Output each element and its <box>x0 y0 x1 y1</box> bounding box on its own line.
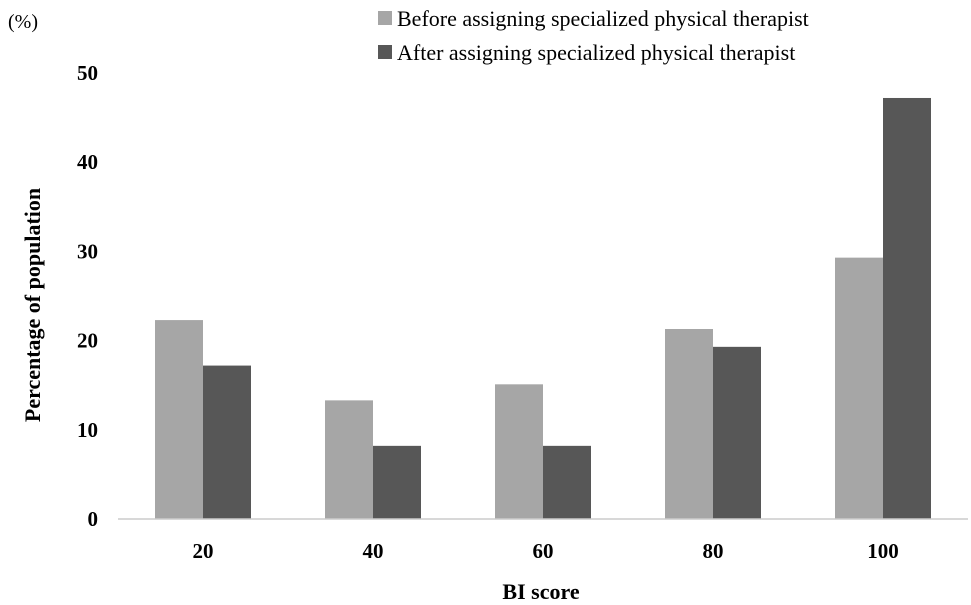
x-tick-label: 100 <box>867 539 899 563</box>
bar-before-100 <box>835 257 883 519</box>
y-axis-title: Percentage of population <box>20 188 45 422</box>
bar-after-100 <box>883 97 931 519</box>
legend-swatch-after <box>378 45 392 59</box>
legend-swatch-before <box>378 11 392 25</box>
y-tick-label: 20 <box>77 329 98 353</box>
y-tick-label: 50 <box>77 61 98 85</box>
legend-label-after: After assigning specialized physical the… <box>397 40 795 65</box>
y-axis-ticks: 0 10 20 30 40 50 <box>77 61 98 531</box>
bar-before-20 <box>155 320 203 519</box>
bar-after-60 <box>543 445 591 519</box>
x-tick-label: 20 <box>193 539 214 563</box>
x-tick-label: 80 <box>703 539 724 563</box>
bar-before-40 <box>325 400 373 519</box>
x-axis-ticks: 20 40 60 80 100 <box>193 539 899 563</box>
y-tick-label: 30 <box>77 239 98 263</box>
bar-after-20 <box>203 365 251 519</box>
x-axis-title: BI score <box>502 579 579 604</box>
bar-before-60 <box>495 384 543 519</box>
y-tick-label: 40 <box>77 150 98 174</box>
bar-before-80 <box>665 329 713 519</box>
x-tick-label: 40 <box>363 539 384 563</box>
x-tick-label: 60 <box>533 539 554 563</box>
bar-after-80 <box>713 346 761 519</box>
legend-label-before: Before assigning specialized physical th… <box>397 6 809 31</box>
bars <box>155 97 931 519</box>
y-tick-label: 10 <box>77 418 98 442</box>
legend: Before assigning specialized physical th… <box>378 6 809 65</box>
bar-after-40 <box>373 445 421 519</box>
y-unit-label: (%) <box>8 11 38 33</box>
y-tick-label: 0 <box>88 507 99 531</box>
